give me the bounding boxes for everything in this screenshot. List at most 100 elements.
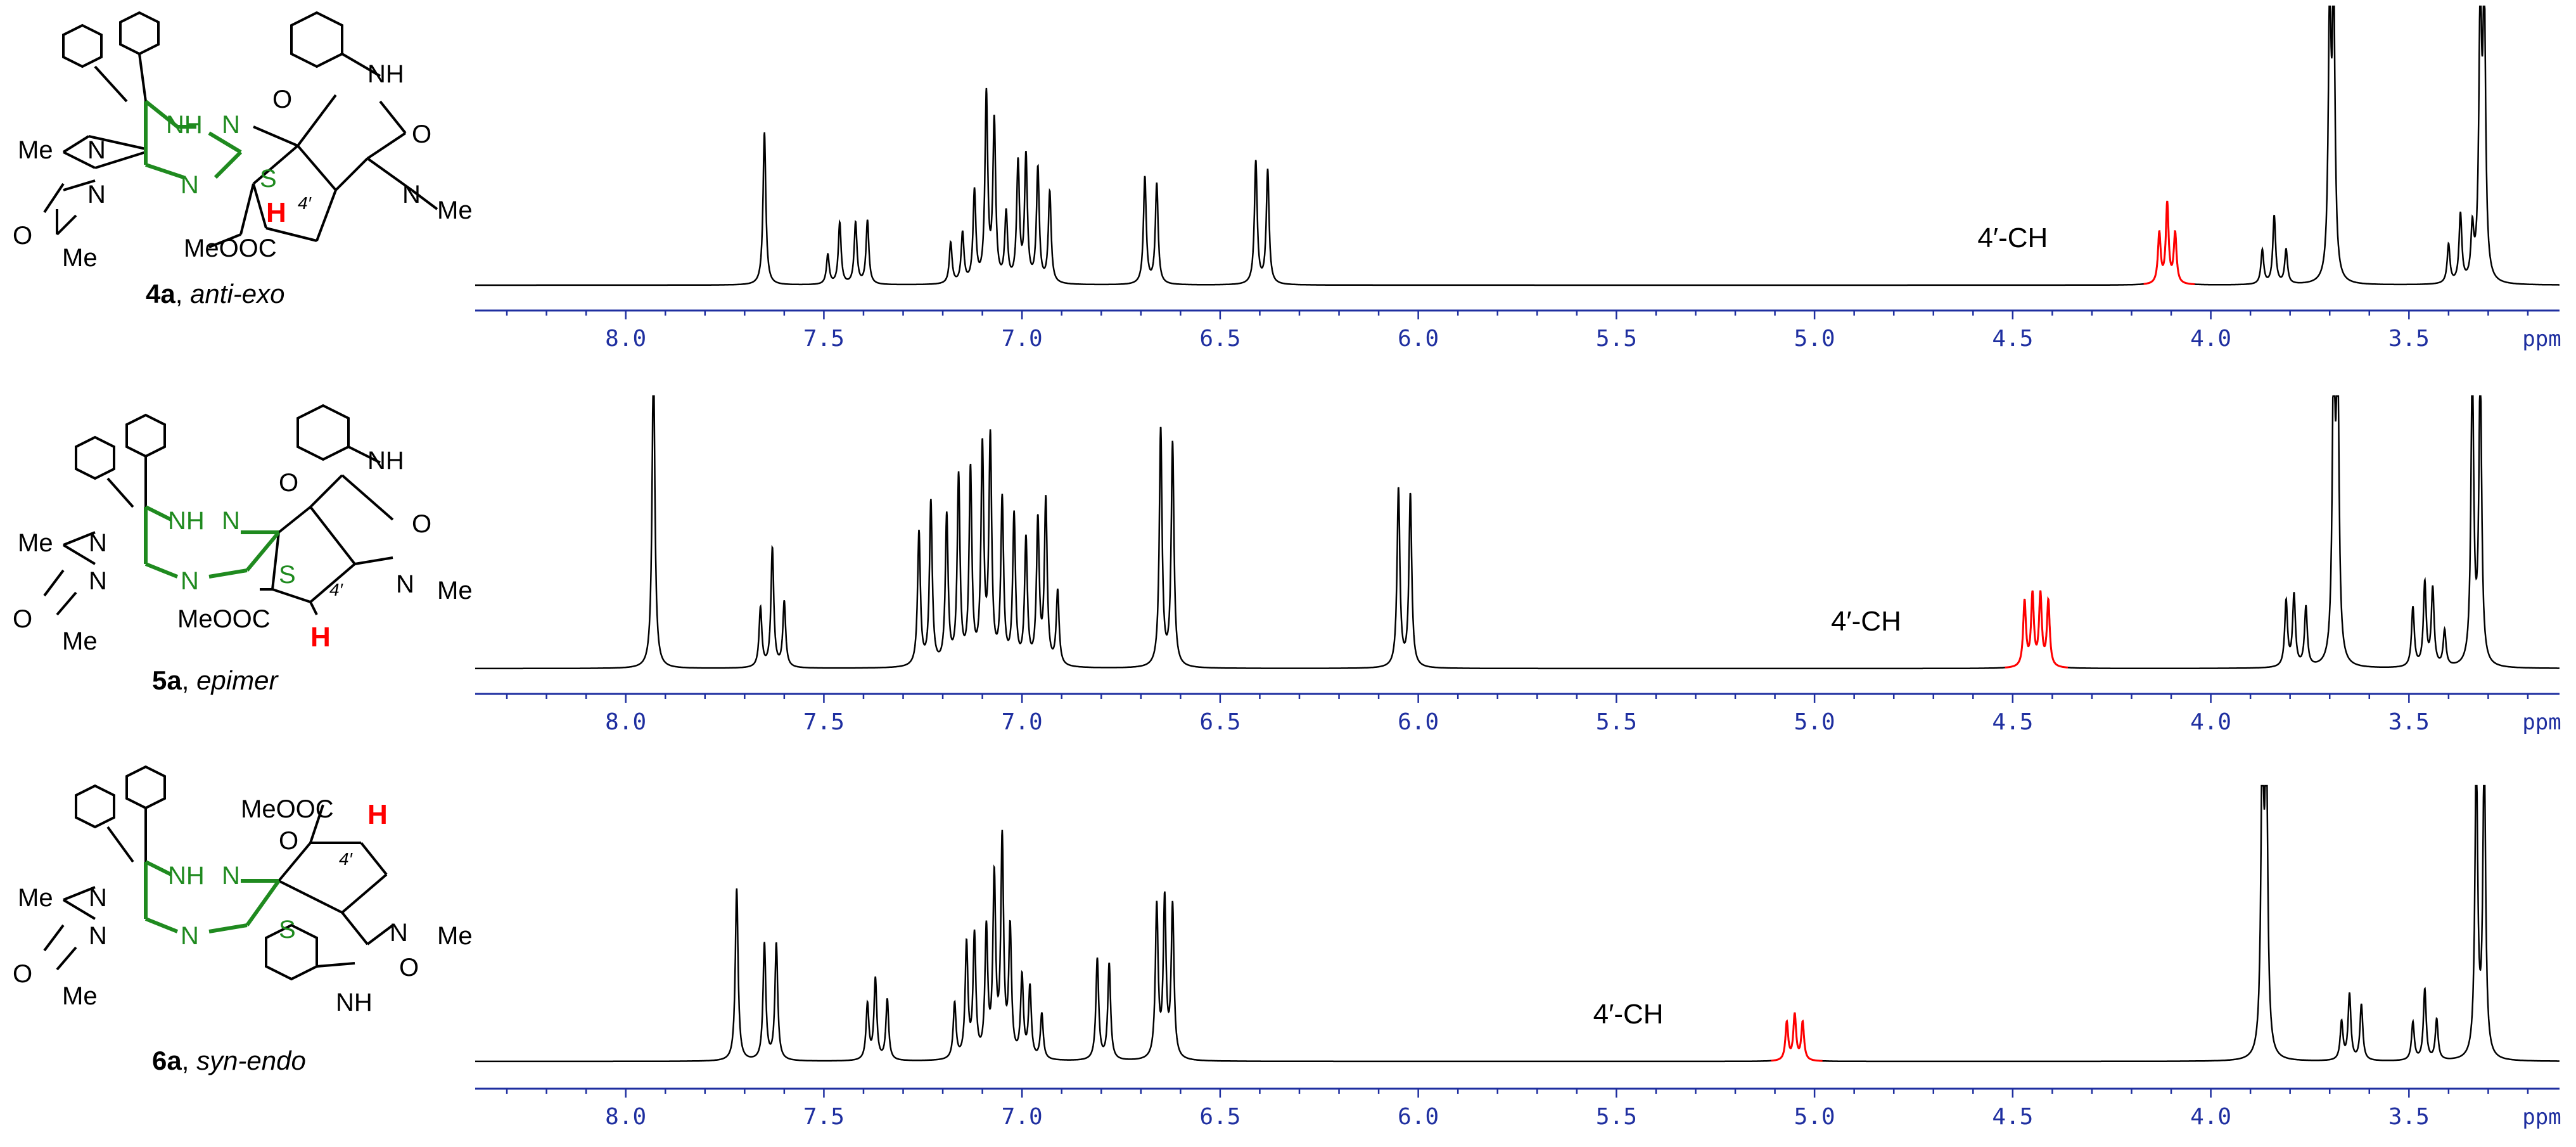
atom-s: S [279,916,296,944]
annotation-4prime-ch: 4′-CH [1831,606,1901,637]
x-unit-label: ppm [2522,1105,2561,1130]
atom-me-pyrr: Me [437,577,473,605]
atom-n-chain: N [222,111,240,139]
atom-nh: NH [367,60,404,88]
atom-me-pyrr: Me [437,196,473,224]
atom-o-left: O [13,960,32,988]
atom-n2: N [89,922,107,950]
structure-5a: NH O Me N N O Me NH N O N S 4′ MeOOC H N… [13,404,473,695]
spectrum-panel-4a: 8.0 7.5 7.0 6.5 6.0 5.5 5.0 4.5 4.0 3.5 ppm 4′-CH [475,5,2561,352]
tick-label-4.5: 4.5 [1992,326,2033,352]
spectrum-panel-6a: 8.0 7.5 7.0 6.5 6.0 5.5 5.0 4.5 4.0 3.5 ppm 4′-CH [475,785,2561,1130]
tick-label-5.5: 5.5 [1596,326,1637,352]
tick-label-5.0: 5.0 [1794,1104,1835,1130]
tick-label-6.5: 6.5 [1199,1104,1240,1130]
atom-h: H [310,622,331,653]
atom-n2: N [87,181,106,208]
structure-4a-bonds [43,11,438,248]
tick-label-5.0: 5.0 [1794,709,1835,735]
tick-label-4.0: 4.0 [2190,326,2231,352]
tick-label-7.0: 7.0 [1002,709,1043,735]
tick-label-6.5: 6.5 [1199,326,1240,352]
atom-s: S [260,165,277,193]
atom-o: O [412,510,431,538]
x-unit-label: ppm [2522,710,2561,735]
structure-5a-ring-bonds [144,505,281,579]
atom-nh-mid: NH [168,862,205,890]
atom-nh: NH [367,447,404,475]
stereo-label: anti-exo [190,279,284,309]
stereo-label: epimer [196,665,279,695]
compound-number: 4a [146,279,175,309]
atom-n-chain: N [222,862,240,890]
structure-6a-ring-bonds [144,860,281,933]
label-comma: , [175,279,190,309]
tick-label-8.0: 8.0 [605,1104,646,1130]
atom-n-ring: N [181,567,199,595]
atom-n-ring: N [181,171,199,199]
tick-label-5.5: 5.5 [1596,709,1637,735]
tick-label-4.0: 4.0 [2190,1104,2231,1130]
spectra-group: 8.0 7.5 7.0 6.5 6.0 5.5 5.0 4.5 4.0 3.5 ppm4′-CH8.… [475,5,2561,1130]
spectrum-trace [475,395,2560,670]
highlighted-multiplet [2005,590,2069,669]
atom-ester: MeOOC [184,234,277,262]
atom-me-pyrr: Me [437,922,473,950]
highlighted-multiplet [1771,1012,1823,1062]
locant-4prime: 4′ [339,849,354,869]
atom-o-carbonyl: O [279,827,298,855]
tick-label-3.5: 3.5 [2388,326,2430,352]
structure-4a-ring-bonds [144,99,243,179]
spectrum-trace [475,5,2560,286]
atom-nh-mid: NH [168,507,205,535]
atom-n-chain: N [222,507,240,535]
stereo-label: syn-endo [196,1046,306,1075]
atom-n-pyrr: N [390,919,408,947]
tick-label-8.0: 8.0 [605,709,646,735]
atom-o: O [399,954,419,982]
locant-4prime: 4′ [298,193,312,213]
locant-4prime: 4′ [329,580,344,599]
label-comma: , [182,1046,196,1075]
atom-n-pyrr: N [396,570,414,598]
compound-number: 6a [152,1046,182,1075]
atom-o-left: O [13,222,32,250]
tick-label-4.5: 4.5 [1992,1104,2033,1130]
atom-o-carbonyl: O [272,86,292,113]
atom-nh-mid: NH [166,111,203,139]
structure-5a-bonds [43,404,394,616]
atom-o-carbonyl: O [279,469,298,497]
atom-n-ring: N [181,922,199,950]
tick-label-4.0: 4.0 [2190,709,2231,735]
structure-5a-label: 5a, epimer [152,665,279,695]
atom-h: H [367,799,388,830]
atom-s: S [279,561,296,589]
tick-label-6.5: 6.5 [1199,709,1240,735]
tick-label-7.5: 7.5 [803,326,845,352]
spectrum-panel-5a: 8.0 7.5 7.0 6.5 6.0 5.5 5.0 4.5 4.0 3.5 ppm 4′-CH [475,395,2561,735]
atom-n-pyrr: N [402,181,421,208]
tick-label-7.0: 7.0 [1002,1104,1043,1130]
atom-me-bottom: Me [62,627,98,655]
structure-6a-bonds [43,765,394,981]
atom-n1: N [89,884,107,912]
tick-label-8.0: 8.0 [605,326,646,352]
structure-6a-label: 6a, syn-endo [152,1046,306,1075]
atom-me-left: Me [18,529,53,557]
compound-number: 5a [152,665,182,695]
annotation-4prime-ch: 4′-CH [1977,222,2048,253]
tick-label-3.5: 3.5 [2388,709,2430,735]
atom-h: H [266,197,286,228]
tick-label-5.0: 5.0 [1794,326,1835,352]
atom-o: O [412,120,431,148]
x-unit-label: ppm [2522,326,2561,352]
atom-me-left: Me [18,884,53,912]
atom-nh: NH [336,989,373,1016]
tick-label-5.5: 5.5 [1596,1104,1637,1130]
structure-4a: NH O Me N N O Me NH N O N S H 4′ MeOOC N… [13,11,473,309]
tick-label-3.5: 3.5 [2388,1104,2430,1130]
structure-panels: NH O Me N N O Me NH N O N S H 4′ MeOOC N… [13,11,473,1075]
tick-label-7.5: 7.5 [803,1104,845,1130]
highlighted-multiplet [2143,200,2195,285]
structure-4a-label: 4a, anti-exo [146,279,284,309]
